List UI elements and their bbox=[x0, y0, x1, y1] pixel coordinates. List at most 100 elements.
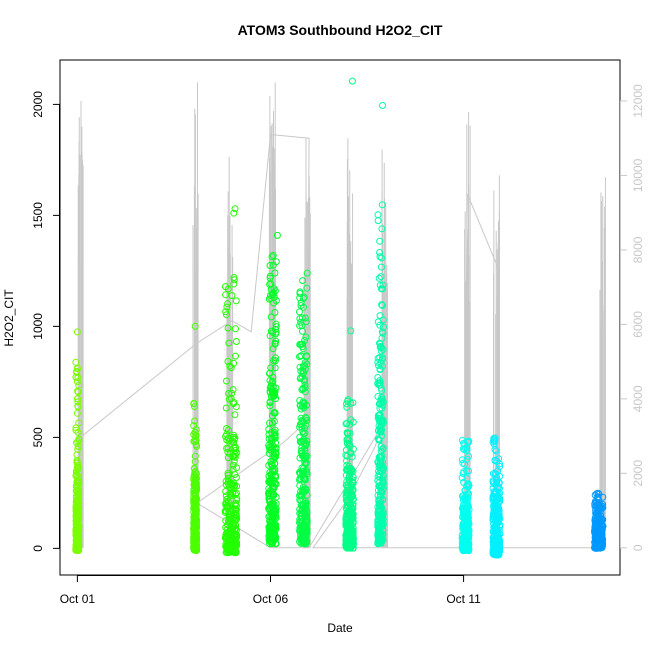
data-point bbox=[347, 533, 355, 541]
point-cluster bbox=[190, 322, 201, 555]
point-cluster bbox=[374, 102, 387, 548]
data-point bbox=[191, 417, 199, 425]
data-point bbox=[272, 449, 280, 457]
data-point bbox=[73, 409, 81, 417]
data-point bbox=[72, 426, 80, 434]
data-point bbox=[463, 530, 471, 538]
data-point bbox=[191, 458, 199, 466]
data-point bbox=[376, 415, 384, 423]
data-point bbox=[378, 517, 386, 525]
outlier-point bbox=[348, 77, 356, 85]
data-point bbox=[595, 496, 603, 504]
data-point bbox=[492, 535, 500, 543]
data-point bbox=[270, 521, 278, 529]
data-point bbox=[223, 377, 230, 385]
data-point bbox=[229, 506, 237, 513]
data-point bbox=[303, 417, 311, 425]
data-point bbox=[230, 274, 238, 281]
axes: 0 500 1000 1500 2000 0 2000 4000 6000 8000 10000 12… bbox=[31, 84, 645, 606]
data-point bbox=[376, 453, 384, 461]
data-point bbox=[74, 442, 82, 450]
data-point bbox=[72, 513, 80, 520]
chart-title: ATOM3 Southbound H2O2_CIT bbox=[238, 22, 443, 38]
data-point bbox=[348, 510, 356, 518]
data-point bbox=[266, 262, 274, 269]
data-point bbox=[296, 315, 304, 323]
data-point bbox=[347, 466, 355, 474]
data-point bbox=[74, 387, 82, 395]
data-point bbox=[75, 419, 83, 427]
data-point bbox=[458, 456, 466, 464]
data-point bbox=[230, 433, 237, 441]
data-point bbox=[222, 308, 230, 316]
data-point bbox=[297, 367, 305, 375]
data-point bbox=[271, 389, 279, 397]
data-point bbox=[223, 430, 231, 438]
y2-tick-label: 0 bbox=[631, 544, 645, 551]
data-point bbox=[265, 535, 273, 543]
data-point bbox=[268, 253, 276, 261]
data-point bbox=[266, 402, 274, 410]
data-point bbox=[377, 347, 385, 355]
data-point bbox=[266, 388, 274, 396]
data-point bbox=[463, 526, 471, 534]
data-point bbox=[301, 362, 308, 370]
point-cluster bbox=[489, 434, 504, 559]
data-point bbox=[495, 455, 503, 463]
data-point bbox=[342, 533, 350, 541]
data-point bbox=[376, 343, 384, 350]
data-point bbox=[297, 448, 305, 456]
data-point bbox=[227, 544, 235, 552]
data-point bbox=[230, 457, 238, 465]
data-point bbox=[298, 340, 306, 348]
data-point bbox=[489, 495, 497, 502]
data-point bbox=[464, 438, 472, 446]
data-point bbox=[302, 511, 310, 519]
data-point bbox=[343, 501, 351, 509]
data-point bbox=[597, 517, 605, 525]
data-point bbox=[344, 466, 352, 474]
data-point bbox=[74, 395, 82, 403]
data-point bbox=[297, 299, 305, 307]
data-point bbox=[270, 483, 278, 491]
data-point bbox=[299, 327, 306, 335]
data-point bbox=[494, 467, 501, 475]
data-point bbox=[464, 501, 472, 509]
data-point bbox=[303, 537, 311, 545]
data-point bbox=[379, 281, 387, 289]
data-point bbox=[232, 474, 240, 481]
data-point bbox=[375, 362, 382, 369]
data-point bbox=[225, 437, 233, 445]
data-point bbox=[376, 281, 384, 289]
data-point bbox=[228, 540, 236, 547]
y-tick-label: 1000 bbox=[31, 313, 45, 340]
data-point bbox=[272, 512, 280, 520]
data-point bbox=[592, 509, 600, 517]
data-point bbox=[191, 403, 198, 411]
data-point bbox=[461, 486, 469, 494]
data-point bbox=[228, 481, 236, 489]
x-tick-label: Oct 11 bbox=[446, 592, 481, 606]
data-point bbox=[271, 364, 279, 372]
outlier-point bbox=[73, 328, 81, 336]
data-point bbox=[271, 269, 279, 277]
data-point bbox=[265, 295, 273, 303]
point-cluster bbox=[591, 489, 607, 552]
data-point bbox=[228, 492, 235, 499]
data-point bbox=[298, 452, 306, 460]
data-point bbox=[376, 237, 384, 245]
data-point bbox=[222, 532, 230, 540]
x-tick-label: Oct 01 bbox=[60, 592, 96, 606]
data-point bbox=[225, 426, 232, 434]
data-point bbox=[222, 488, 230, 495]
data-point bbox=[268, 419, 276, 427]
data-point bbox=[458, 504, 466, 512]
data-point bbox=[266, 369, 274, 377]
data-point bbox=[303, 470, 311, 478]
data-point bbox=[375, 274, 383, 282]
data-point bbox=[74, 497, 82, 504]
data-point bbox=[377, 428, 385, 436]
data-point bbox=[348, 541, 356, 549]
data-point bbox=[191, 535, 199, 543]
data-point bbox=[223, 303, 231, 311]
